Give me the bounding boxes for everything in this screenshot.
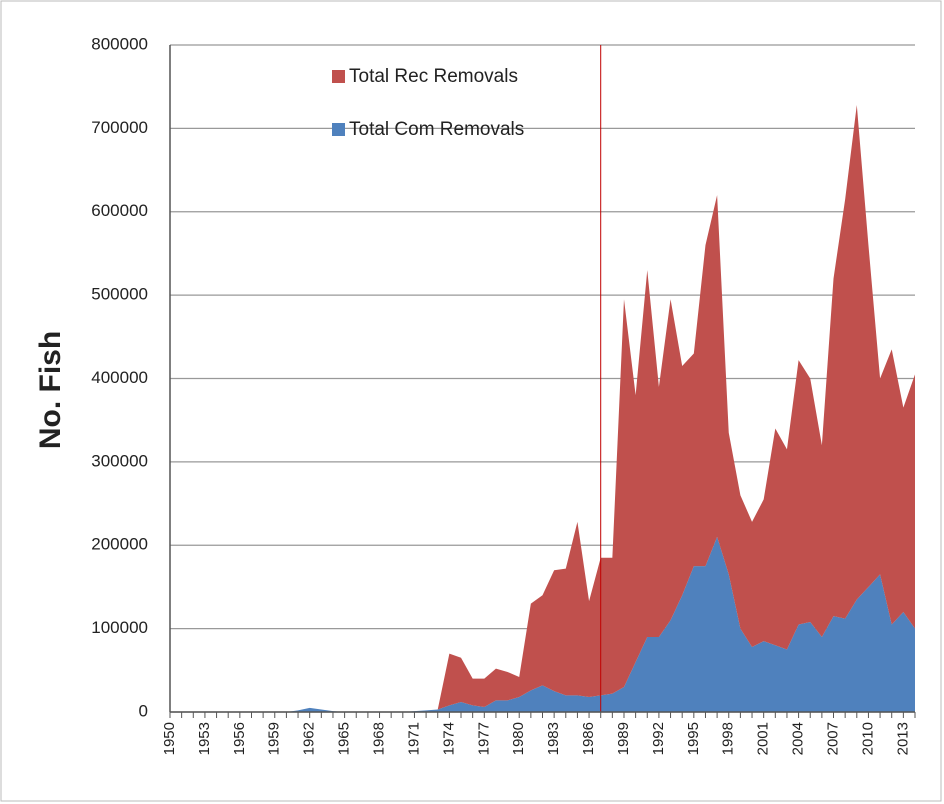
area xyxy=(170,105,915,712)
y-tick-label: 600000 xyxy=(91,201,148,220)
x-tick-label: 1953 xyxy=(196,722,213,755)
x-tick-label: 1995 xyxy=(685,722,702,755)
x-tick-label: 2004 xyxy=(790,722,807,755)
x-tick-label: 1956 xyxy=(231,722,248,755)
x-tick-label: 1998 xyxy=(720,722,737,755)
x-tick-label: 1962 xyxy=(301,722,318,755)
x-tick-label: 1971 xyxy=(405,722,422,755)
legend-label: Total Rec Removals xyxy=(349,66,518,87)
y-tick-label: 700000 xyxy=(91,118,148,137)
x-tick-label: 2001 xyxy=(755,722,772,755)
x-tick-label: 1989 xyxy=(615,722,632,755)
y-tick-label: 0 xyxy=(139,701,148,720)
x-tick-label: 1950 xyxy=(161,722,178,755)
x-tick-label: 1992 xyxy=(650,722,667,755)
y-tick-label: 400000 xyxy=(91,368,148,387)
y-tick-label: 500000 xyxy=(91,285,148,304)
legend-swatch xyxy=(332,70,345,83)
x-tick-label: 1983 xyxy=(545,722,562,755)
x-tick-label: 1974 xyxy=(440,722,457,755)
area xyxy=(170,536,915,712)
x-tick-label: 2007 xyxy=(824,722,841,755)
x-tick-label: 2013 xyxy=(894,722,911,755)
legend-swatch xyxy=(332,123,345,136)
x-tick-label: 1968 xyxy=(371,722,388,755)
y-tick-label: 200000 xyxy=(91,535,148,554)
y-tick-label: 800000 xyxy=(91,34,148,53)
x-tick-label: 2010 xyxy=(859,722,876,755)
y-tick-label: 100000 xyxy=(91,618,148,637)
x-tick-label: 1959 xyxy=(266,722,283,755)
y-axis-label: No. Fish xyxy=(34,331,67,449)
x-tick-label: 1986 xyxy=(580,722,597,755)
x-tick-label: 1977 xyxy=(475,722,492,755)
x-tick-label: 1965 xyxy=(336,722,353,755)
y-tick-label: 300000 xyxy=(91,451,148,470)
x-tick-label: 1980 xyxy=(510,722,527,755)
legend-label: Total Com Removals xyxy=(349,119,524,140)
